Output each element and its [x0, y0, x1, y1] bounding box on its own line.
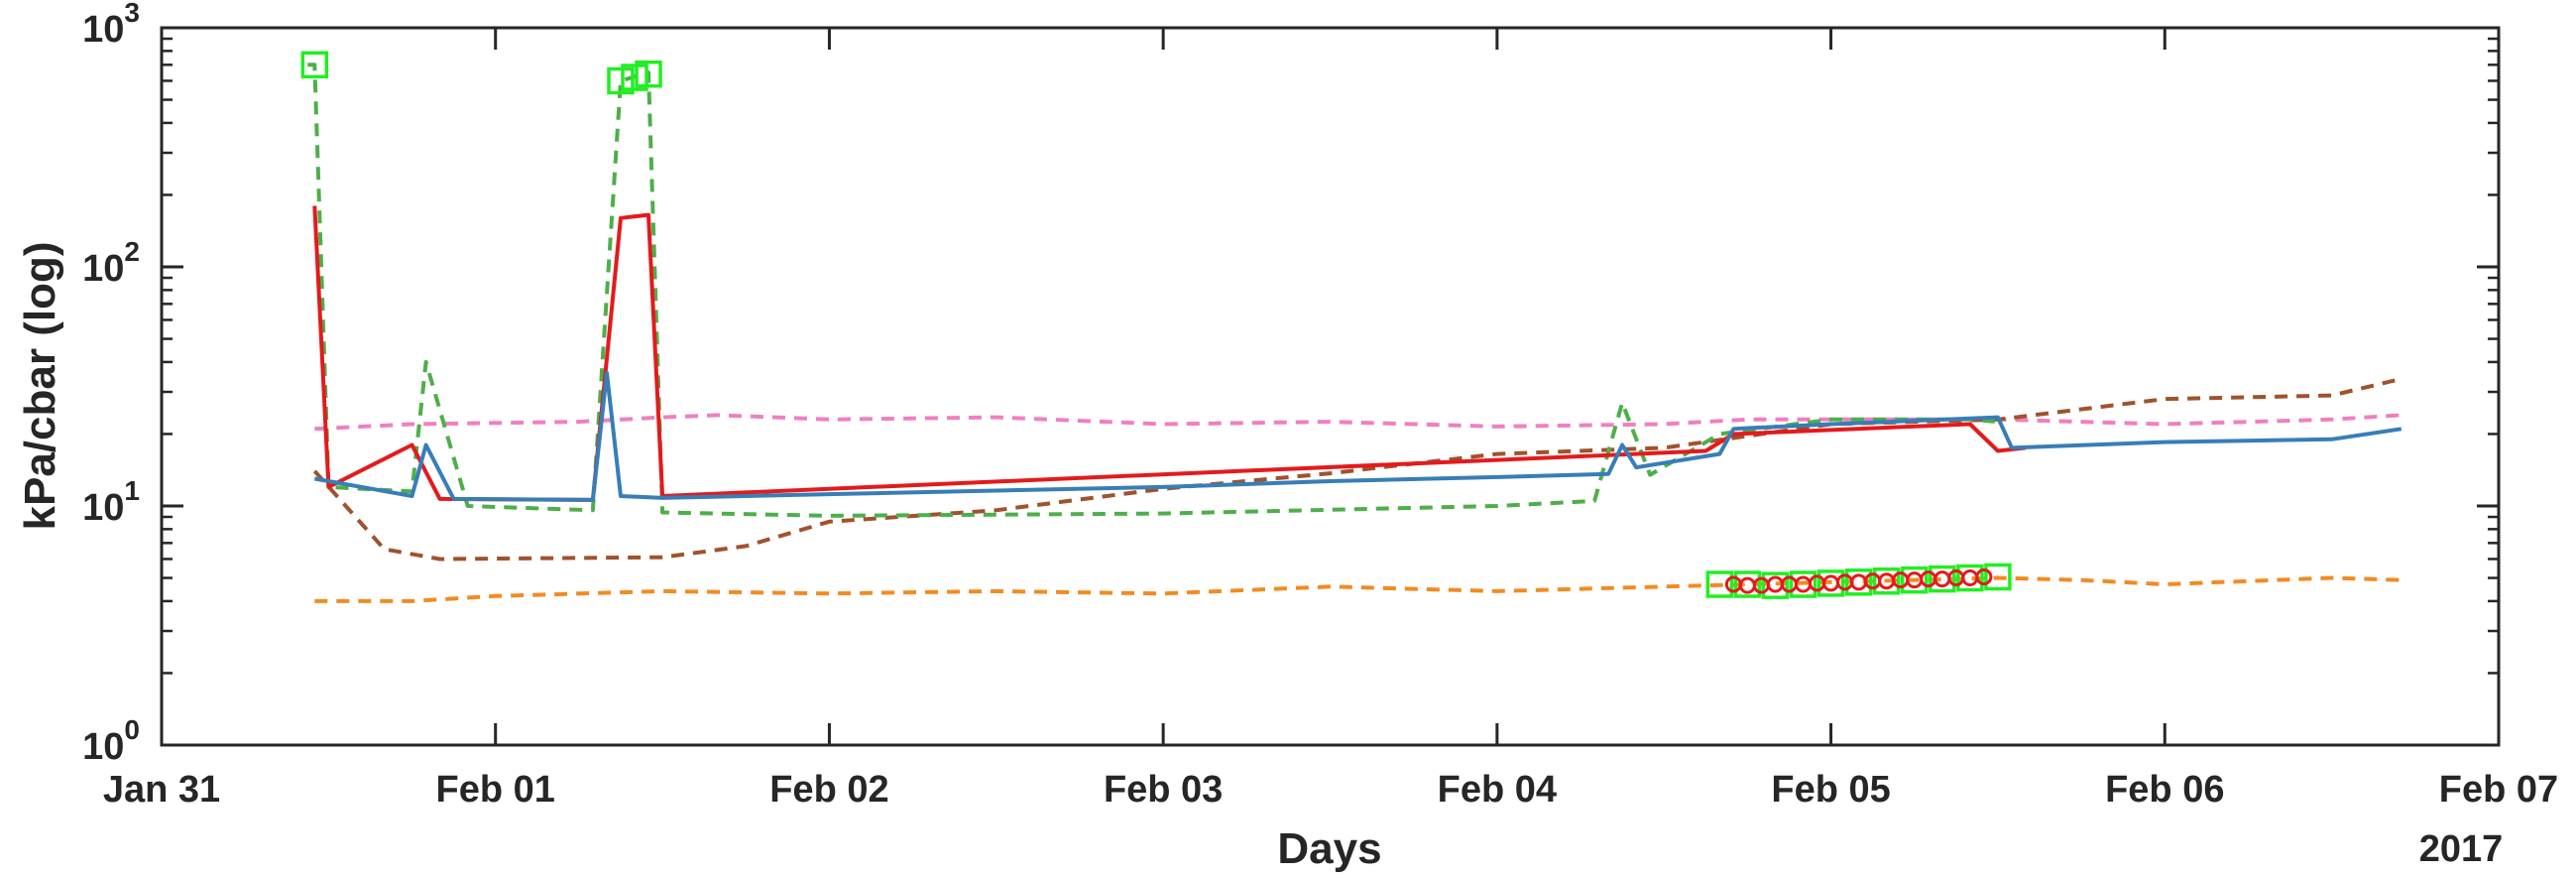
y-tick-label: 103 — [82, 0, 140, 51]
square-marker — [1956, 564, 1984, 592]
series-line-6 — [313, 370, 2402, 502]
square-marker — [1705, 570, 1734, 598]
square-marker — [1733, 570, 1762, 598]
square-marker — [1929, 564, 1956, 593]
marker-layer — [300, 51, 2012, 599]
y-tick-label: 100 — [82, 714, 140, 768]
square-marker — [1844, 568, 1873, 596]
x-tick-label: Feb 05 — [1771, 769, 1890, 811]
square-marker — [635, 60, 662, 88]
square-marker — [300, 51, 329, 79]
series-line-5 — [312, 205, 2027, 502]
y-tick-label: 101 — [82, 475, 140, 529]
y-tick-label: 102 — [82, 236, 140, 290]
x-tick-label: Feb 03 — [1104, 769, 1223, 811]
x-axis-title: Days — [1277, 824, 1381, 873]
x-tick-label: Feb 02 — [769, 769, 888, 811]
x-tick-label: Jan 31 — [103, 769, 220, 811]
square-marker — [1901, 565, 1929, 594]
x-tick-label: Feb 06 — [2105, 769, 2224, 811]
y-axis: 100 101 102 103 — [82, 0, 2499, 768]
square-marker — [621, 63, 648, 91]
x-tick-label: Feb 07 — [2439, 769, 2558, 811]
series-line-3 — [312, 376, 2402, 562]
square-marker — [1872, 566, 1901, 595]
series-line-2 — [314, 575, 2401, 603]
plot-area — [300, 51, 2402, 603]
axes-box — [160, 26, 2501, 747]
series-line-1 — [314, 413, 2401, 432]
circle-marker — [1975, 568, 1993, 586]
year-label: 2017 — [2419, 828, 2504, 870]
x-tick-label: Feb 01 — [436, 769, 555, 811]
square-marker — [1789, 570, 1817, 598]
x-axis: Jan 31 Feb 01 Feb 02 Feb 03 Feb 04 Feb 05 Feb … — [103, 28, 2558, 811]
square-marker — [1761, 571, 1790, 599]
series-line-4 — [307, 63, 1999, 518]
x-tick-label: Feb 04 — [1438, 769, 1557, 811]
y-axis-title: kPa/cbar (log) — [16, 242, 64, 531]
series-layer — [307, 63, 2402, 603]
square-marker — [607, 66, 635, 95]
square-marker — [1984, 563, 2012, 591]
square-marker — [1816, 569, 1845, 597]
